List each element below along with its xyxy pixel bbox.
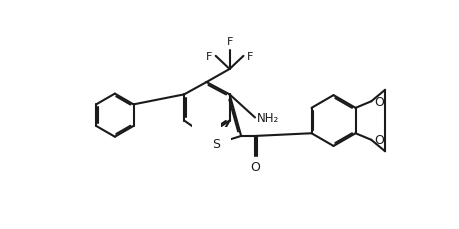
Text: F: F (247, 52, 253, 62)
Text: F: F (226, 37, 232, 47)
Text: O: O (374, 95, 383, 108)
Text: O: O (374, 134, 383, 147)
Text: F: F (205, 52, 212, 62)
Text: S: S (212, 138, 220, 150)
Text: NH₂: NH₂ (257, 112, 279, 124)
Text: N: N (202, 130, 211, 143)
Text: O: O (250, 160, 259, 173)
